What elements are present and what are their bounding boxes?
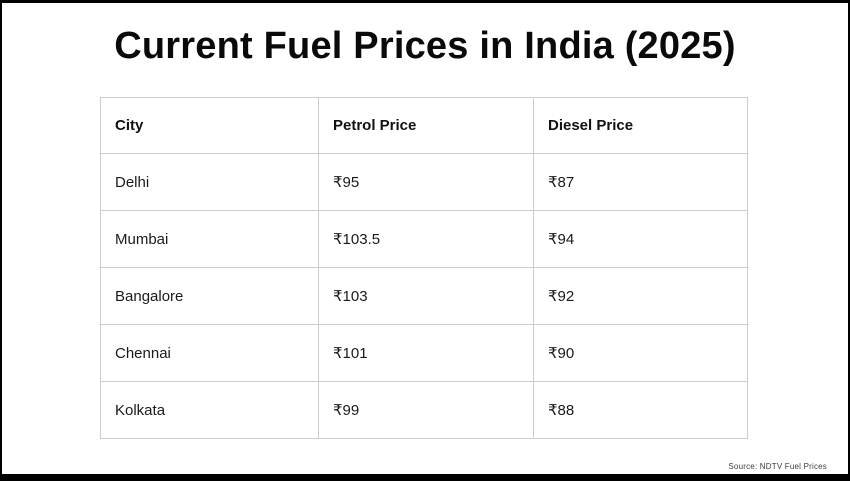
diesel-price-cell: ₹88 (533, 381, 748, 439)
source-attribution: Source: NDTV Fuel Prices (728, 462, 827, 471)
diesel-price-cell: ₹90 (533, 324, 748, 382)
diesel-price-cell: ₹92 (533, 267, 748, 325)
column-header-petrol-price: Petrol Price (318, 97, 534, 154)
fuel-prices-table: City Petrol Price Diesel Price Delhi ₹95… (100, 97, 748, 439)
table-row: Kolkata ₹99 ₹88 (100, 381, 748, 439)
city-cell: Bangalore (100, 267, 319, 325)
city-cell: Chennai (100, 324, 319, 382)
diesel-price-cell: ₹94 (533, 210, 748, 268)
petrol-price-cell: ₹103 (318, 267, 534, 325)
petrol-price-cell: ₹99 (318, 381, 534, 439)
table-row: Delhi ₹95 ₹87 (100, 153, 748, 211)
city-cell: Delhi (100, 153, 319, 211)
petrol-price-cell: ₹103.5 (318, 210, 534, 268)
page-title: Current Fuel Prices in India (2025) (114, 25, 736, 67)
table-header-row: City Petrol Price Diesel Price (100, 97, 748, 154)
petrol-price-cell: ₹95 (318, 153, 534, 211)
table-row: Chennai ₹101 ₹90 (100, 324, 748, 382)
column-header-diesel-price: Diesel Price (533, 97, 748, 154)
city-cell: Mumbai (100, 210, 319, 268)
city-cell: Kolkata (100, 381, 319, 439)
table-row: Bangalore ₹103 ₹92 (100, 267, 748, 325)
diesel-price-cell: ₹87 (533, 153, 748, 211)
table-row: Mumbai ₹103.5 ₹94 (100, 210, 748, 268)
column-header-city: City (100, 97, 319, 154)
petrol-price-cell: ₹101 (318, 324, 534, 382)
